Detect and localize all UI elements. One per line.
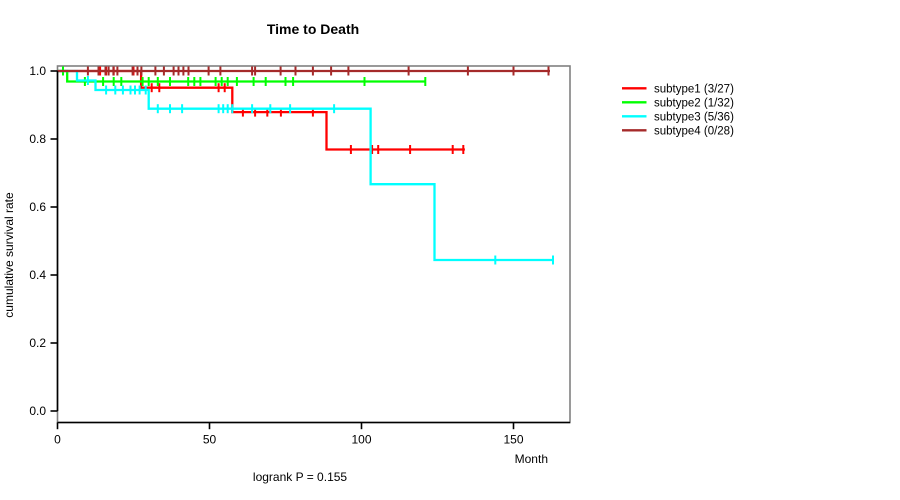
x-tick-label: 100: [351, 433, 371, 447]
series-subtype1: [57, 66, 465, 154]
series-subtype2: [57, 66, 427, 86]
legend-item-subtype4: subtype4 (0/28): [622, 125, 734, 137]
curve-subtype3: [57, 69, 553, 262]
series-subtype3: [57, 69, 554, 265]
legend-item-subtype3: subtype3 (5/36): [622, 111, 734, 123]
plot-frame: [56, 65, 571, 424]
x-tick-label: 150: [503, 433, 523, 447]
y-tick-label: 0.0: [29, 404, 46, 418]
chart-title: Time to Death: [267, 21, 359, 37]
legend-item-subtype1: subtype1 (3/27): [622, 83, 734, 95]
x-axis-title: Month: [515, 452, 548, 466]
logrank-annotation: logrank P = 0.155: [253, 470, 348, 484]
series-subtype4: [57, 66, 550, 76]
x-tick-label: 0: [54, 433, 61, 447]
axes: 1.0 0.8 0.6 0.4 0.2 0.0 0 50 100 150: [29, 64, 570, 447]
y-tick-label: 0.6: [29, 200, 46, 214]
legend-label-subtype1: subtype1 (3/27): [654, 83, 734, 95]
y-tick-label: 1.0: [29, 64, 46, 78]
y-tick-label: 0.8: [29, 132, 46, 146]
plot-area-box: [56, 65, 571, 424]
curve-subtype1: [57, 69, 465, 151]
y-axis-title: cumulative survival rate: [2, 192, 16, 318]
legend-label-subtype4: subtype4 (0/28): [654, 125, 734, 137]
y-tick-label: 0.2: [29, 336, 46, 350]
legend-label-subtype3: subtype3 (5/36): [654, 111, 734, 123]
legend: subtype1 (3/27) subtype2 (1/32) subtype3 (…: [622, 83, 734, 137]
survival-curves: [57, 66, 554, 265]
x-tick-label: 50: [203, 433, 217, 447]
legend-label-subtype2: subtype2 (1/32): [654, 97, 734, 109]
y-tick-label: 0.4: [29, 268, 46, 282]
legend-item-subtype2: subtype2 (1/32): [622, 97, 734, 109]
